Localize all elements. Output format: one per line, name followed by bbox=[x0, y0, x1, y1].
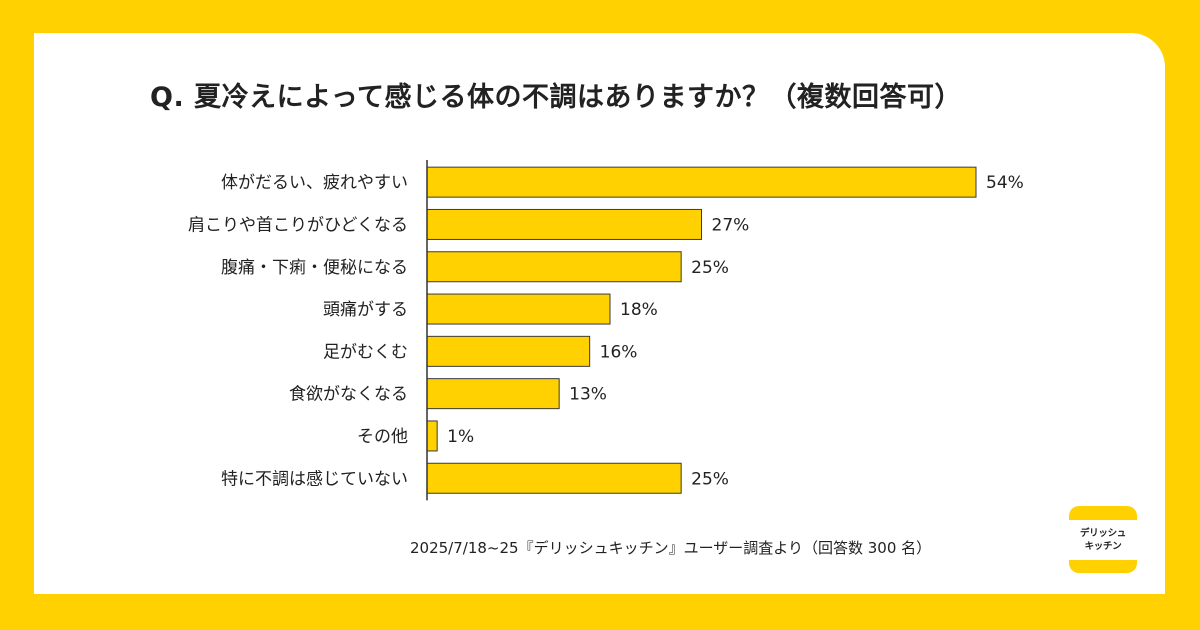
bar bbox=[426, 166, 977, 198]
category-label: 頭痛がする bbox=[323, 300, 408, 320]
value-label: 54% bbox=[986, 173, 1024, 193]
value-label: 18% bbox=[620, 300, 658, 320]
category-label: 足がむくむ bbox=[323, 342, 408, 362]
delish-kitchen-logo: デリッシュ キッチン bbox=[1069, 506, 1137, 573]
bar bbox=[426, 251, 682, 283]
bar bbox=[426, 462, 682, 494]
category-label: 肩こりや首こりがひどくなる bbox=[188, 215, 408, 235]
chart-title: Q. 夏冷えによって感じる体の不調はありますか？（複数回答可） bbox=[150, 82, 962, 113]
logo-label: デリッシュ キッチン bbox=[1069, 520, 1137, 560]
bar bbox=[426, 208, 702, 240]
value-label: 1% bbox=[447, 427, 474, 447]
category-label: その他 bbox=[357, 427, 408, 447]
source-note: 2025/7/18~25『デリッシュキッチン』ユーザー調査より（回答数 300 … bbox=[410, 539, 932, 557]
value-label: 27% bbox=[712, 215, 750, 235]
bar bbox=[426, 420, 438, 452]
category-label: 食欲がなくなる bbox=[289, 385, 408, 405]
category-label: 腹痛・下痢・便秘になる bbox=[221, 258, 408, 278]
value-label: 13% bbox=[569, 385, 607, 405]
category-label: 体がだるい、疲れやすい bbox=[221, 173, 408, 193]
value-label: 25% bbox=[691, 258, 729, 278]
logo-line-1: デリッシュ bbox=[1079, 528, 1126, 539]
value-label: 25% bbox=[691, 469, 729, 489]
logo-line-2: キッチン bbox=[1084, 541, 1122, 552]
category-label: 特に不調は感じていない bbox=[221, 469, 408, 489]
bar bbox=[426, 378, 560, 410]
value-label: 16% bbox=[600, 342, 638, 362]
bar bbox=[426, 293, 611, 325]
bar bbox=[426, 335, 591, 367]
